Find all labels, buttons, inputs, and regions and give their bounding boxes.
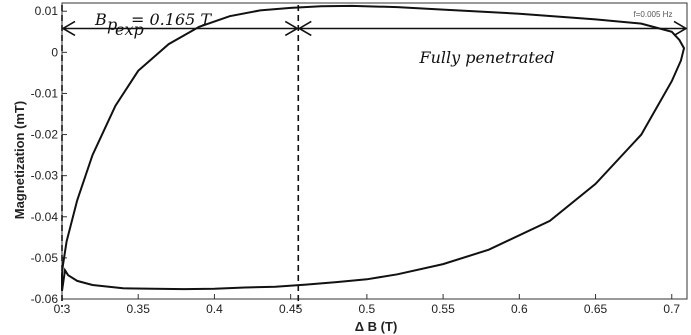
marker-lines: [61, 5, 300, 307]
x-tick-label: 0.65: [584, 302, 608, 316]
fully-penetrated-label: Fully penetrated: [418, 48, 554, 67]
y-tick-label: 0: [51, 45, 58, 59]
x-axis-title: Δ B (T): [355, 319, 398, 334]
x-tick-label: 0.5: [359, 302, 376, 316]
y-tick-label: 0.01: [35, 4, 59, 18]
y-tick-label: -0.01: [31, 86, 59, 100]
arrowhead-left: [297, 20, 312, 37]
x-tick-label: 0.6: [511, 302, 528, 316]
x-tick-label: 0.45: [279, 302, 303, 316]
y-tick-label: -0.03: [31, 169, 59, 183]
x-tick-label: 0.35: [127, 302, 151, 316]
arrowhead-left: [61, 20, 76, 37]
svg-text:exp: exp: [115, 20, 144, 39]
y-tick-label: -0.06: [31, 292, 59, 306]
x-tick-label: 0.3: [54, 302, 71, 316]
frequency-label: f=0.005 Hz: [634, 10, 673, 19]
y-tick-label: -0.02: [31, 128, 59, 142]
svg-text:p: p: [107, 15, 117, 34]
svg-text:= 0.165 T: = 0.165 T: [131, 10, 212, 29]
penetration-field-label: B p exp = 0.165 T: [94, 10, 212, 39]
y-tick-label: -0.04: [31, 210, 59, 224]
svg-text:B: B: [94, 10, 107, 29]
y-tick-label: -0.05: [31, 251, 59, 265]
arrowhead-right: [284, 20, 299, 37]
tick-group: 0.3 0.35 0.4 0.45 0.5 0.55 0.6 0.65 0.7 -0.06 -0.0…: [31, 4, 681, 316]
plot-frame: [61, 2, 688, 300]
x-tick-label: 0.7: [663, 302, 680, 316]
x-tick-label: 0.4: [206, 302, 223, 316]
y-axis-title: Magnetization (mT): [12, 101, 27, 219]
arrowhead-right: [673, 20, 688, 37]
x-tick-label: 0.55: [431, 302, 455, 316]
annotation-group: [61, 20, 688, 37]
hysteresis-loop-line: [61, 4, 686, 291]
